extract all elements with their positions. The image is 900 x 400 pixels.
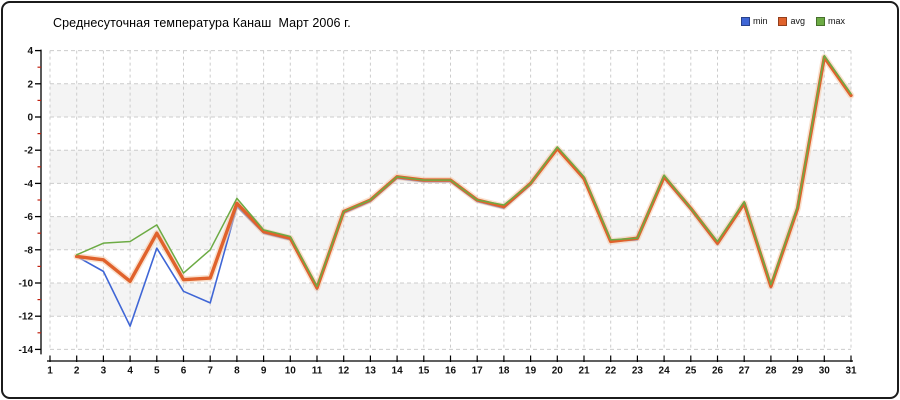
svg-text:-14: -14: [19, 345, 34, 356]
legend-item-avg: avg: [778, 16, 805, 26]
legend-max-swatch-icon: [815, 16, 825, 26]
svg-text:13: 13: [365, 366, 377, 377]
series-max-line: [75, 54, 852, 288]
svg-text:-6: -6: [24, 212, 33, 223]
legend-min-swatch-icon: [740, 16, 750, 26]
svg-text:5: 5: [154, 366, 160, 377]
svg-text:3: 3: [101, 366, 107, 377]
svg-text:25: 25: [685, 366, 697, 377]
chart-legend: min avg max: [740, 16, 845, 26]
svg-text:12: 12: [338, 366, 350, 377]
y-axis: 4 2 0 -2 -4 -6 -8 -10 -12 -14: [19, 46, 42, 356]
svg-text:15: 15: [418, 366, 430, 377]
svg-text:4: 4: [27, 46, 33, 57]
svg-text:4: 4: [127, 366, 133, 377]
svg-text:1: 1: [47, 366, 53, 377]
svg-text:-4: -4: [24, 179, 33, 190]
svg-text:10: 10: [285, 366, 297, 377]
svg-text:16: 16: [445, 366, 457, 377]
svg-text:7: 7: [207, 366, 213, 377]
svg-text:17: 17: [472, 366, 484, 377]
svg-text:-2: -2: [24, 146, 33, 157]
svg-text:30: 30: [819, 366, 831, 377]
svg-text:20: 20: [552, 366, 564, 377]
svg-text:-8: -8: [24, 245, 33, 256]
legend-max-label: max: [827, 16, 845, 26]
svg-text:8: 8: [234, 366, 240, 377]
svg-text:29: 29: [792, 366, 804, 377]
svg-text:22: 22: [605, 366, 617, 377]
y-gridlines: [50, 50, 851, 350]
svg-text:24: 24: [659, 366, 671, 377]
svg-text:11: 11: [312, 366, 323, 377]
temperature-chart: 420-2-4-6-8-10-12-141 2 3 4 5 6 7 8 9 10 11 12 13 14 1…: [19, 46, 857, 377]
svg-text:2: 2: [74, 366, 80, 377]
svg-text:18: 18: [498, 366, 510, 377]
svg-text:31: 31: [845, 366, 857, 377]
legend-avg-label: avg: [790, 16, 805, 26]
x-gridlines: [49, 50, 852, 350]
svg-text:2: 2: [27, 79, 33, 90]
svg-text:9: 9: [261, 366, 267, 377]
chart-title: Среднесуточная температура Канаш Март 20…: [53, 16, 351, 30]
svg-text:27: 27: [739, 366, 751, 377]
x-axis: 1 2 3 4 5 6 7 8 9 10 11 12 13 14 15 16 17 18 19 20 21 22 23 24 2…: [47, 355, 857, 377]
svg-text:23: 23: [632, 366, 644, 377]
svg-text:0: 0: [27, 113, 33, 124]
svg-text:14: 14: [392, 366, 404, 377]
svg-text:-12: -12: [19, 312, 34, 323]
svg-text:21: 21: [578, 366, 590, 377]
legend-item-min: min: [740, 16, 768, 26]
svg-text:19: 19: [525, 366, 537, 377]
svg-text:28: 28: [765, 366, 777, 377]
legend-avg-swatch-icon: [778, 16, 788, 26]
svg-text:-10: -10: [19, 279, 34, 290]
svg-text:6: 6: [181, 366, 187, 377]
legend-min-label: min: [752, 16, 768, 26]
svg-text:26: 26: [712, 366, 724, 377]
legend-item-max: max: [815, 16, 845, 26]
